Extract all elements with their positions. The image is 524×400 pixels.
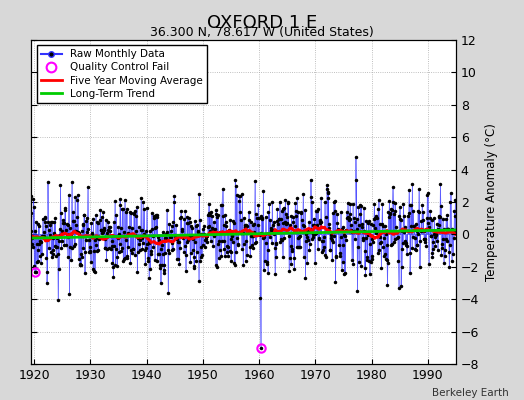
Text: 36.300 N, 78.617 W (United States): 36.300 N, 78.617 W (United States) [150,26,374,39]
Legend: Raw Monthly Data, Quality Control Fail, Five Year Moving Average, Long-Term Tren: Raw Monthly Data, Quality Control Fail, … [37,45,207,103]
Text: OXFORD 1 E: OXFORD 1 E [207,14,317,32]
Y-axis label: Temperature Anomaly (°C): Temperature Anomaly (°C) [485,123,498,281]
Text: Berkeley Earth: Berkeley Earth [432,388,508,398]
